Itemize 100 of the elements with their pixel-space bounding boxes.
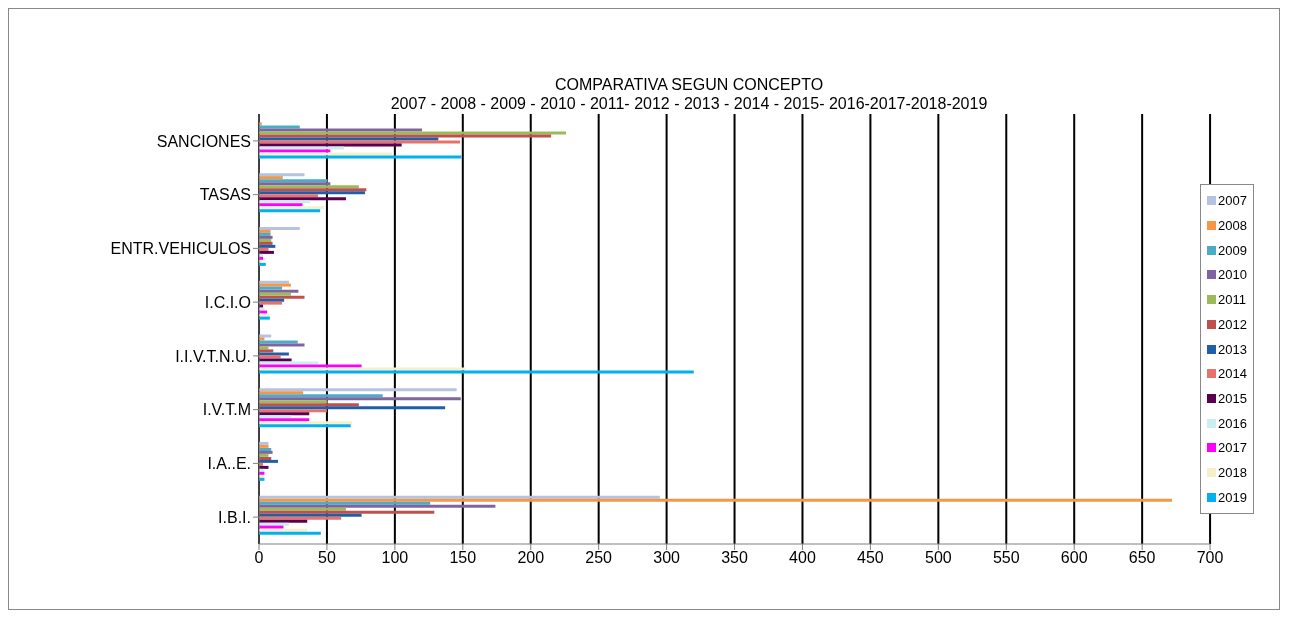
bar [259,289,299,293]
x-tick-label: 600 [1060,549,1088,567]
bar [259,340,298,344]
chart-subtitle: 2007 - 2008 - 2009 - 2010 - 2011- 2012 - 2013 - 2014 - 2015- 2016-2017-2018-2019 [389,94,989,113]
bar [259,403,359,407]
bar [259,406,446,410]
bar [259,125,300,129]
bar [259,146,344,150]
bar [259,149,331,153]
legend-label: 2008 [1218,218,1247,234]
bar [259,209,321,213]
bar [259,128,423,132]
bar [259,143,402,147]
bar [259,250,274,254]
x-tick-label: 250 [585,549,613,567]
bar [259,459,279,463]
bar [259,343,305,347]
y-tick-label: TASAS [199,186,251,204]
bar [259,513,362,517]
bar [259,200,310,204]
legend-label: 2012 [1218,316,1247,332]
x-tick-label: 500 [924,549,952,567]
bar [259,134,552,138]
bar [259,197,346,201]
bar [259,391,304,395]
bar [259,155,462,159]
bar [259,247,269,251]
x-tick-label: 100 [381,549,409,567]
y-tick-label: I.I.V.T.N.U. [175,347,251,365]
bar [259,418,310,422]
bar [259,388,457,392]
bar [259,510,435,514]
x-tick-label: 200 [517,549,545,567]
bar [259,516,342,520]
bar [259,409,327,413]
bar [259,361,319,365]
bar [259,137,439,141]
bar [259,507,346,511]
bar [259,528,308,532]
bar [259,498,1173,502]
y-tick-label: I.V.T.M [202,401,251,419]
legend-label: 2011 [1218,292,1247,308]
x-tick-label: 150 [449,549,477,567]
legend-label: 2016 [1218,415,1247,431]
bar [259,367,466,371]
bar [259,152,393,156]
legend-label: 2018 [1218,464,1247,480]
bar [259,522,289,526]
bar [259,400,328,404]
bar [259,519,308,523]
bar [259,531,321,535]
bar [259,370,694,374]
x-tick-label: 700 [1196,549,1224,567]
x-tick-label: 650 [1128,549,1156,567]
chart-title: COMPARATIVA SEGUN CONCEPTO [553,75,825,94]
legend-label: 2007 [1218,193,1247,209]
bar [259,412,310,416]
x-tick-label: 50 [318,549,336,567]
bar [259,295,305,299]
y-tick-label: ENTR.VEHICULOS [110,240,251,258]
x-tick-label: 400 [789,549,816,567]
bar [259,355,281,359]
bar [259,131,567,135]
bar [259,504,496,508]
y-tick-label: SANCIONES [156,132,251,150]
y-tick-label: I.A..E. [207,455,251,473]
bar [259,173,305,177]
bar [259,292,291,296]
x-tick-label: 350 [721,549,748,567]
bar [259,286,283,290]
bar [259,397,461,401]
bar [259,501,431,505]
bar [259,140,461,144]
bar [259,465,269,469]
x-tick-label: 0 [254,549,264,567]
legend-label: 2017 [1218,440,1247,456]
bar [259,495,660,499]
bar [259,203,303,207]
bar [259,525,284,529]
bar [259,206,325,210]
x-tick-label: 450 [857,549,884,567]
y-tick-label: I.C.I.O [204,293,251,311]
legend-label: 2019 [1218,489,1247,505]
bar [259,349,274,353]
bar [259,176,283,180]
legend-label: 2013 [1218,341,1247,357]
legend-label: 2015 [1218,390,1247,406]
bar [259,226,300,230]
x-tick-label: 300 [653,549,681,567]
bar [259,185,359,189]
bar [259,394,383,398]
y-tick-label: I.B.I. [218,508,251,526]
legend-label: 2009 [1218,242,1247,258]
bar [259,358,292,362]
legend-label: 2014 [1218,366,1247,382]
bar [259,352,289,356]
legend-label: 2010 [1218,267,1247,283]
x-tick-label: 550 [992,549,1020,567]
bar [259,346,269,350]
bar [259,415,292,419]
